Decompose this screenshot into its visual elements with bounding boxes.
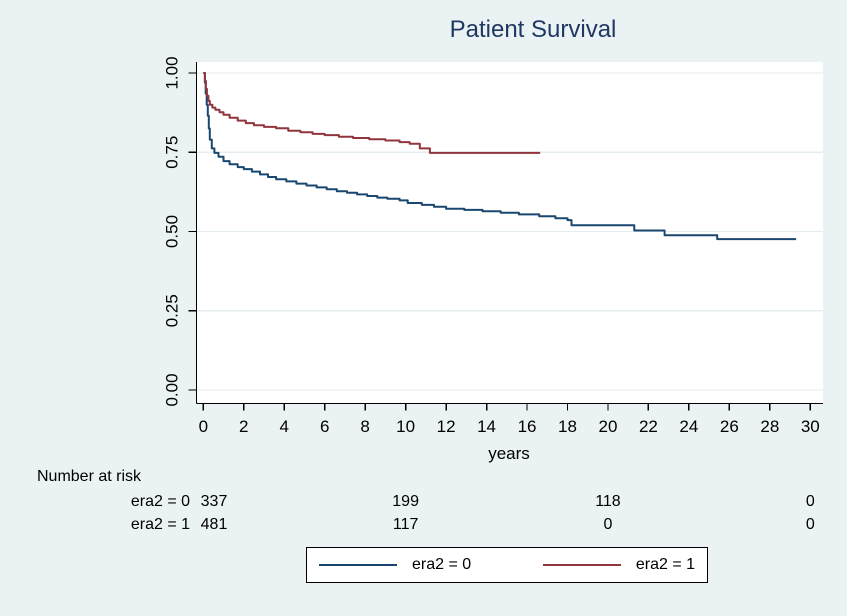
x-tick-label: 16	[518, 417, 537, 436]
x-tick-label: 6	[320, 417, 329, 436]
risk-count: 117	[392, 516, 419, 533]
survival-curve-1	[203, 72, 541, 154]
risk-row-label: era2 = 0	[130, 493, 190, 510]
risk-row-label: era2 = 1	[130, 516, 190, 533]
x-axis-title: years	[488, 444, 530, 463]
x-tick-label: 18	[558, 417, 577, 436]
risk-count: 481	[200, 516, 228, 533]
risk-count: 0	[603, 516, 613, 533]
x-tick-label: 28	[760, 417, 779, 436]
legend-label-era2-0: era2 = 0	[412, 556, 472, 573]
x-tick-label: 2	[239, 417, 248, 436]
risk-count: 199	[392, 493, 419, 510]
y-tick-label: 0.75	[163, 136, 182, 169]
risk-row: era2 = 0 337 199 118 0	[0, 493, 847, 516]
y-tick-label: 1.00	[163, 56, 182, 89]
plot-area	[196, 62, 823, 404]
chart-title: Patient Survival	[449, 16, 617, 43]
x-tick-label: 24	[679, 417, 698, 436]
x-tick-label: 30	[801, 417, 820, 436]
legend-label-era2-1: era2 = 1	[635, 556, 695, 573]
legend-line-era2-0	[319, 564, 397, 566]
x-tick-label: 14	[477, 417, 496, 436]
y-tick-label: 0.25	[163, 294, 182, 327]
x-tick-label: 22	[639, 417, 658, 436]
x-tick-label: 0	[199, 417, 208, 436]
x-tick-label: 10	[396, 417, 415, 436]
risk-count: 0	[805, 493, 815, 510]
risk-table-heading: Number at risk	[37, 468, 142, 485]
x-tick-label: 12	[437, 417, 456, 436]
y-tick-label: 0.50	[163, 215, 182, 248]
survival-curve-0	[203, 72, 797, 241]
y-tick-label: 0.00	[163, 373, 182, 406]
risk-count: 0	[805, 516, 815, 533]
x-tick-label: 26	[720, 417, 739, 436]
x-tick-label: 8	[360, 417, 369, 436]
x-tick-label: 4	[279, 417, 288, 436]
risk-count: 337	[200, 493, 228, 510]
x-tick-label: 20	[598, 417, 617, 436]
risk-row: era2 = 1 481 117 0 0	[0, 516, 847, 539]
legend: era2 = 0 era2 = 1	[306, 547, 708, 583]
risk-count: 118	[595, 493, 621, 510]
legend-line-era2-1	[542, 564, 621, 566]
